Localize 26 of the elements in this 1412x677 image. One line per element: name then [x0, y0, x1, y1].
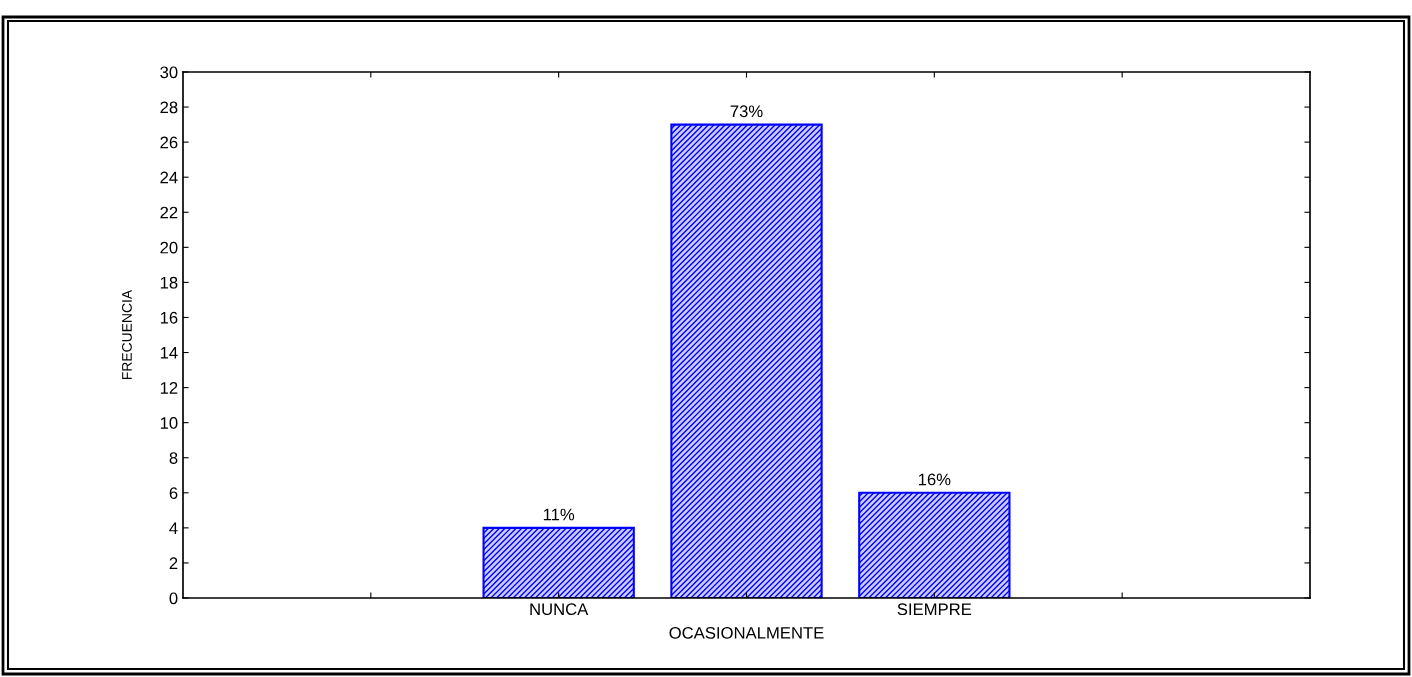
y-tick-label: 20 — [160, 241, 178, 254]
y-tick-label: 22 — [160, 206, 178, 219]
annotation: 11% — [543, 508, 575, 521]
y-tick-label: 14 — [160, 347, 178, 359]
y-tick-label: 6 — [169, 487, 178, 499]
annotation: 16% — [918, 473, 951, 486]
y-tick-label: 0 — [169, 592, 178, 605]
y-tick-label: 12 — [160, 382, 178, 394]
y-tick-label: 26 — [160, 136, 178, 149]
x-tick-label: SIEMPRE — [897, 603, 972, 616]
y-axis-title: FRECUENCIA — [122, 289, 132, 379]
y-tick-label: 10 — [160, 417, 178, 429]
annotation: 73% — [730, 105, 763, 118]
y-tick-label: 2 — [169, 557, 178, 569]
y-tick-label: 18 — [160, 276, 178, 289]
y-tick-label: 16 — [160, 311, 178, 324]
y-tick-label: 28 — [160, 101, 178, 114]
x-tick-label: OCASIONALMENTE — [669, 626, 824, 639]
y-tick-label: 24 — [160, 171, 178, 184]
bar — [670, 123, 823, 598]
y-tick-label: 30 — [160, 66, 178, 79]
bar — [482, 526, 635, 598]
bar — [858, 491, 1011, 598]
x-tick-label: NUNCA — [530, 603, 589, 616]
y-tick-label: 4 — [169, 522, 178, 534]
y-tick-label: 8 — [169, 452, 178, 464]
